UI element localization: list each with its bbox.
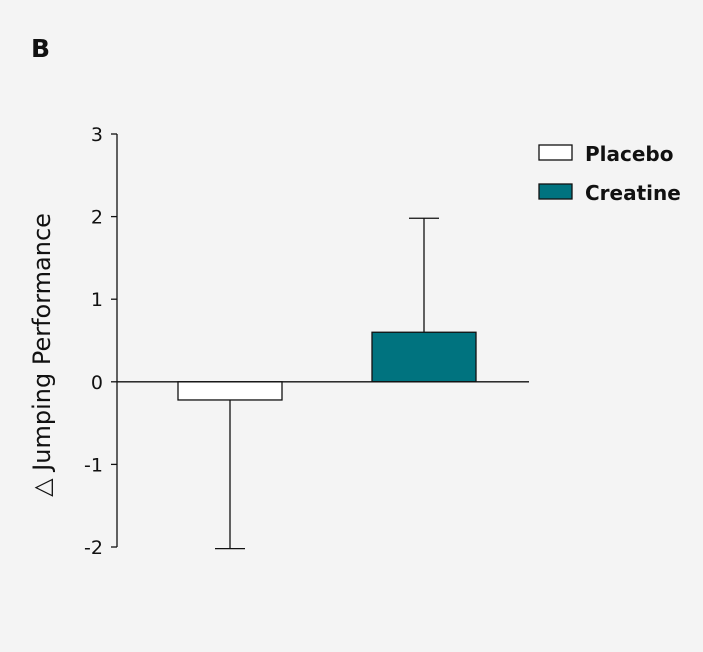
legend: Placebo Creatine bbox=[538, 142, 681, 205]
y-tick-label: 3 bbox=[91, 124, 103, 146]
y-axis-title: △ Jumping Performance bbox=[28, 213, 56, 497]
legend-swatch-creatine bbox=[538, 183, 573, 200]
y-tick-label: 1 bbox=[91, 289, 103, 311]
y-tick-label: 0 bbox=[91, 372, 103, 394]
bar-creatine bbox=[371, 331, 477, 383]
bars bbox=[177, 331, 477, 401]
y-tick-label: -2 bbox=[84, 537, 103, 559]
legend-swatch-placebo bbox=[538, 144, 573, 161]
legend-label-placebo: Placebo bbox=[585, 142, 674, 166]
bar-placebo bbox=[177, 381, 283, 401]
y-axis: 3 2 1 0 -1 -2 bbox=[84, 124, 118, 559]
error-bars bbox=[215, 217, 439, 550]
y-tick-label: 2 bbox=[91, 207, 103, 229]
y-tick-label: -1 bbox=[84, 454, 103, 476]
legend-label-creatine: Creatine bbox=[585, 181, 681, 205]
panel-label: B bbox=[31, 34, 51, 63]
